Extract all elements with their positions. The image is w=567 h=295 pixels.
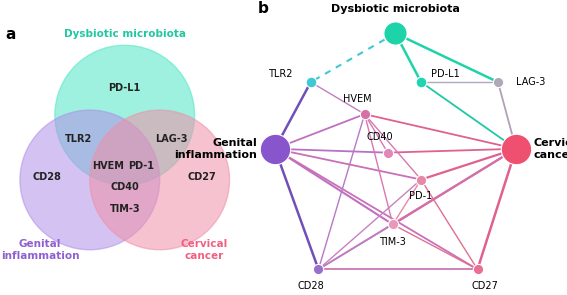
Circle shape bbox=[20, 110, 160, 250]
Text: PD-1: PD-1 bbox=[128, 161, 154, 171]
Text: TIM-3: TIM-3 bbox=[109, 204, 140, 214]
Point bbox=[383, 150, 392, 155]
Point bbox=[270, 146, 280, 151]
Point bbox=[388, 222, 397, 227]
Point bbox=[493, 80, 502, 84]
Text: TLR2: TLR2 bbox=[65, 134, 92, 144]
Text: Genital
inflammation: Genital inflammation bbox=[174, 138, 257, 160]
Point bbox=[511, 146, 521, 151]
Text: a: a bbox=[5, 27, 15, 42]
Text: CD28: CD28 bbox=[297, 281, 324, 291]
Text: CD27: CD27 bbox=[188, 173, 217, 182]
Point bbox=[360, 112, 369, 117]
Point bbox=[306, 80, 315, 84]
Point bbox=[417, 80, 426, 84]
Text: CD40: CD40 bbox=[367, 132, 393, 142]
Point bbox=[473, 267, 482, 272]
Text: LAG-3: LAG-3 bbox=[516, 77, 545, 87]
Circle shape bbox=[90, 110, 230, 250]
Text: CD40: CD40 bbox=[111, 182, 139, 192]
Text: HVEM: HVEM bbox=[342, 94, 371, 104]
Text: PD-1: PD-1 bbox=[409, 191, 433, 201]
Text: Genital
inflammation: Genital inflammation bbox=[1, 239, 79, 260]
Text: CD28: CD28 bbox=[33, 173, 62, 182]
Text: TLR2: TLR2 bbox=[268, 69, 293, 79]
Text: Cervical
cancer: Cervical cancer bbox=[181, 239, 228, 260]
Text: LAG-3: LAG-3 bbox=[155, 134, 187, 144]
Point bbox=[314, 267, 323, 272]
Text: PD-L1: PD-L1 bbox=[431, 69, 460, 79]
Text: CD27: CD27 bbox=[472, 281, 498, 291]
Circle shape bbox=[55, 45, 194, 185]
Text: HVEM: HVEM bbox=[92, 161, 125, 171]
Point bbox=[417, 177, 426, 182]
Text: Cervical
cancer: Cervical cancer bbox=[534, 138, 567, 160]
Text: Dysbiotic microbiota: Dysbiotic microbiota bbox=[64, 29, 186, 39]
Text: Dysbiotic microbiota: Dysbiotic microbiota bbox=[331, 4, 460, 14]
Text: TIM-3: TIM-3 bbox=[379, 237, 407, 247]
Point bbox=[391, 31, 400, 36]
Text: PD-L1: PD-L1 bbox=[109, 83, 141, 93]
Text: b: b bbox=[257, 1, 268, 17]
